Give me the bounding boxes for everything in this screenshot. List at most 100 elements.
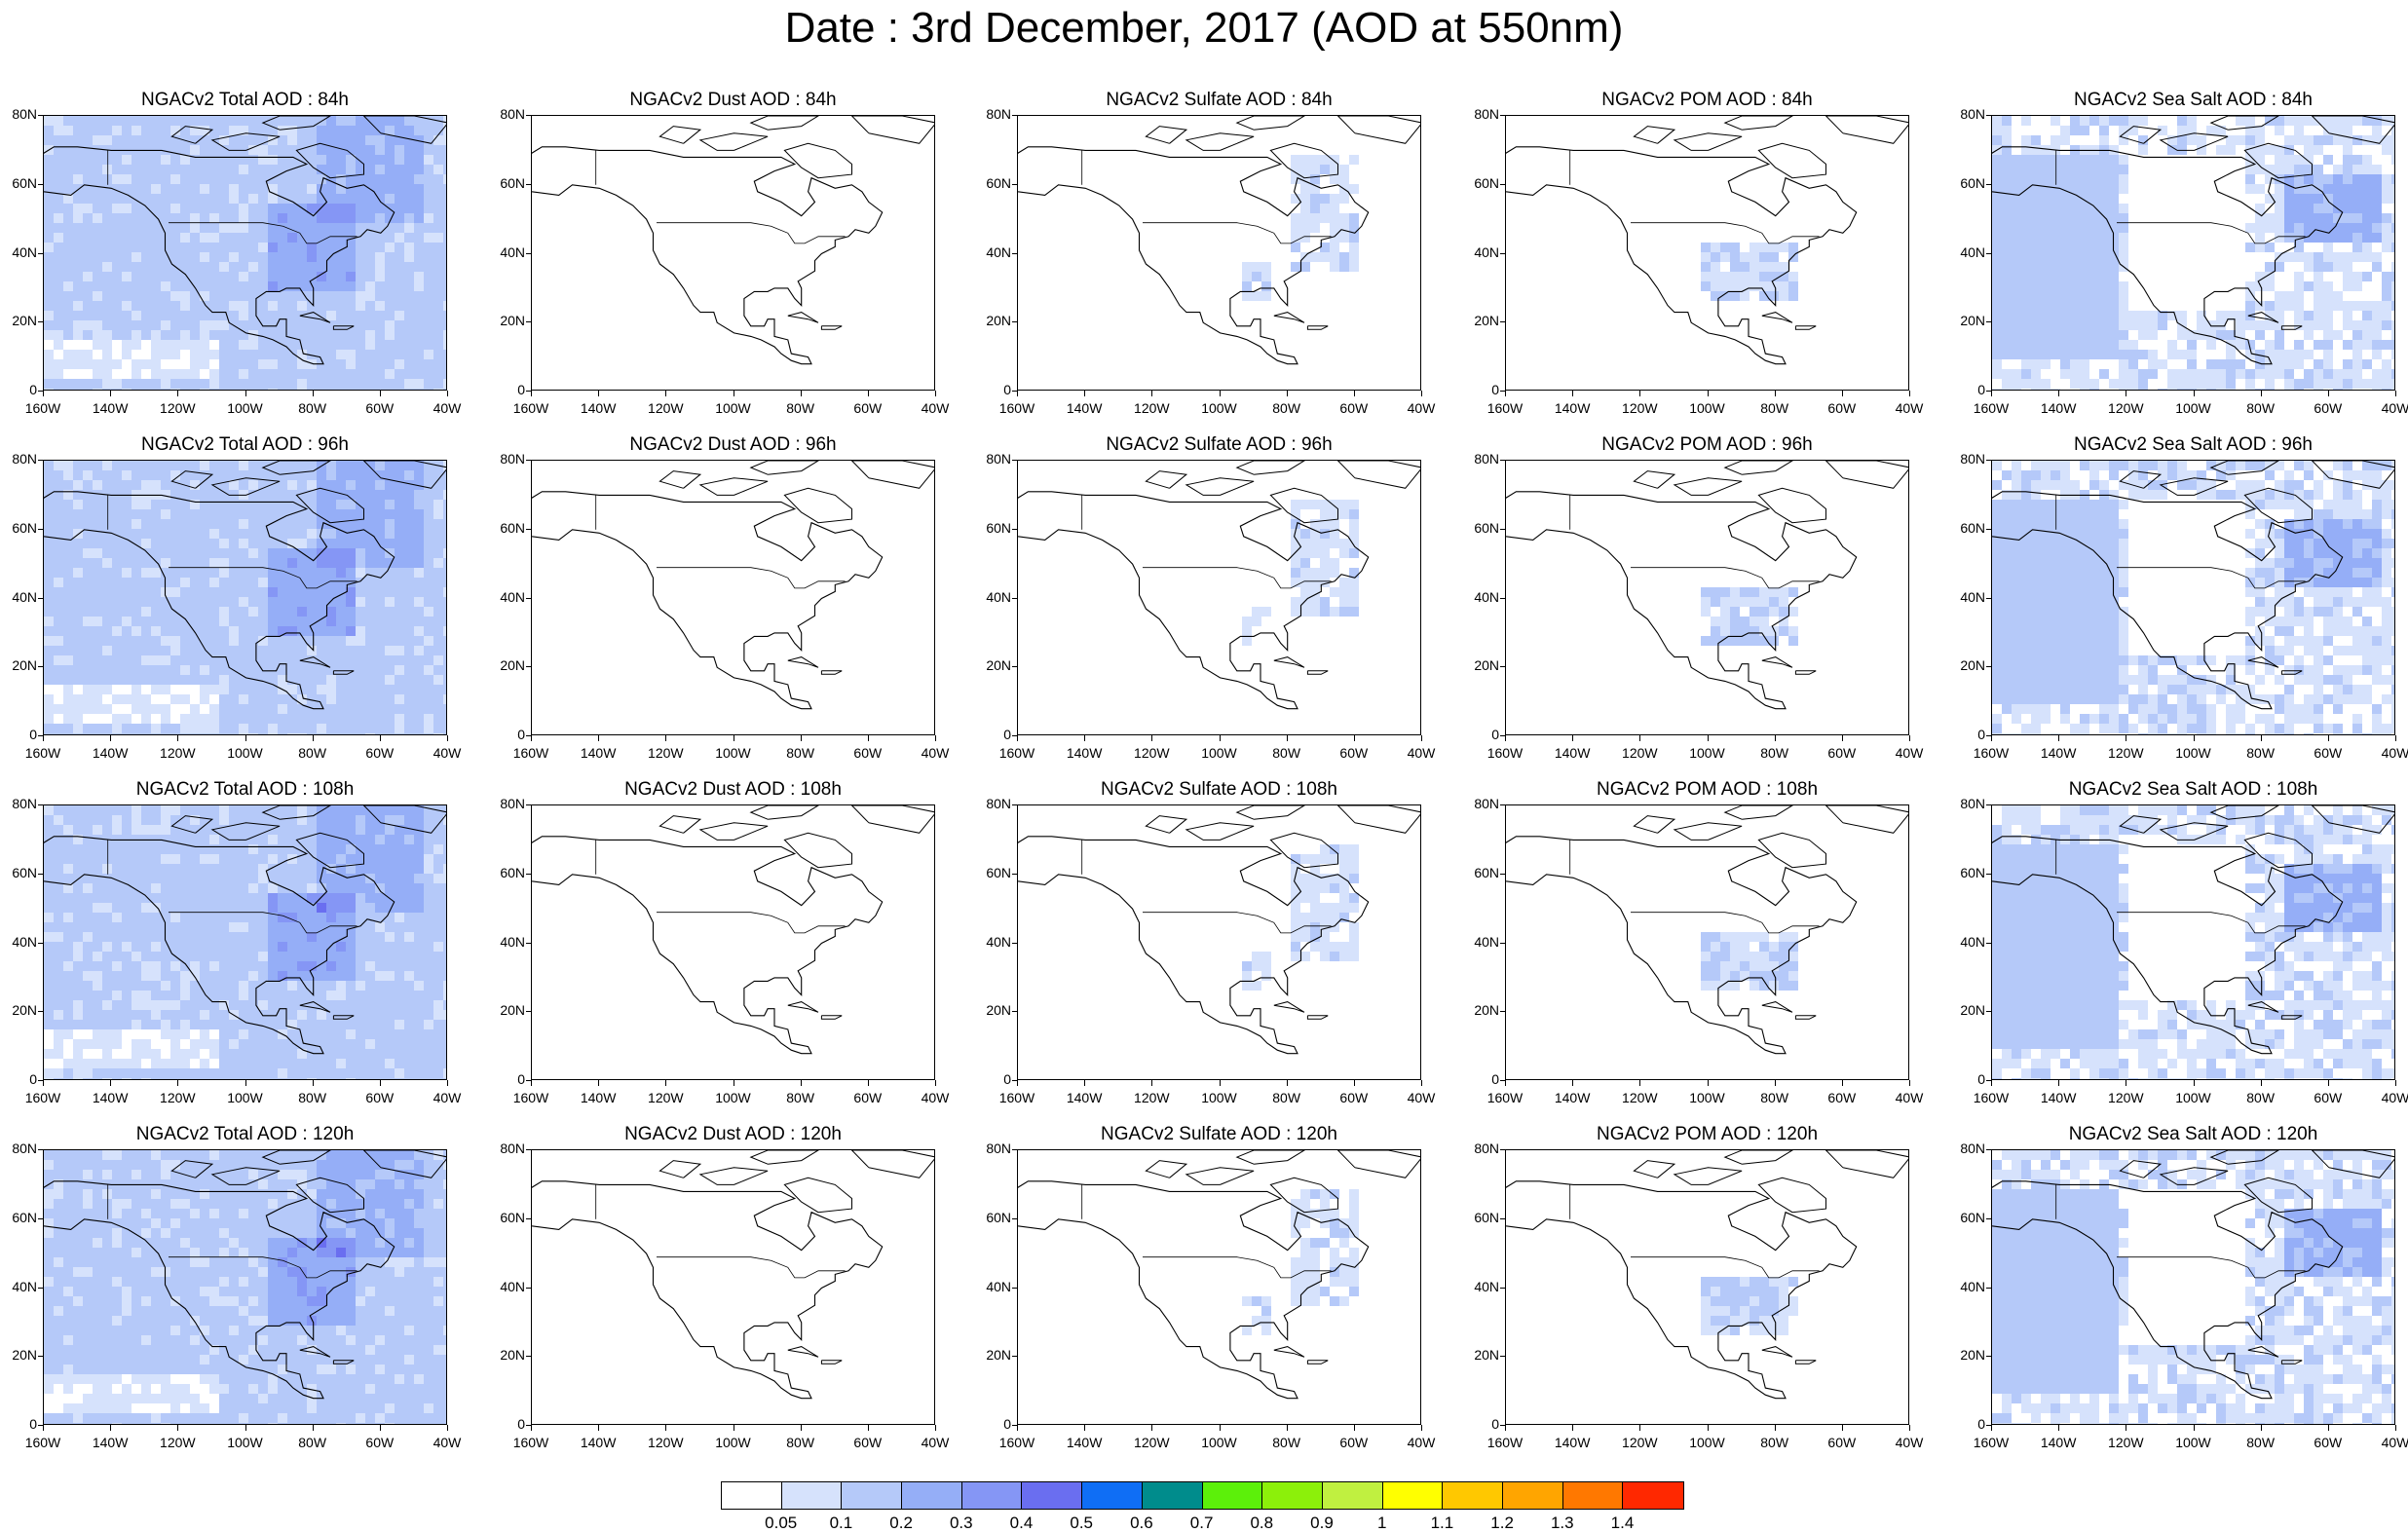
lon-tick-label: 60W [2304, 400, 2352, 416]
island-outline [1338, 116, 1422, 143]
lon-tick [1220, 1080, 1221, 1086]
lon-tick [1842, 1425, 1843, 1431]
lat-tick [1012, 874, 1017, 875]
lon-tick [2194, 391, 2195, 396]
lon-tick-label: 40W [2371, 400, 2408, 416]
map-frame [531, 460, 935, 735]
lat-tick-label: 80N [972, 1140, 1011, 1156]
lat-tick-label: 20N [1946, 1347, 1985, 1363]
lat-tick-label: 0 [0, 382, 37, 397]
lon-tick-label: 80W [1262, 1435, 1311, 1450]
lon-tick-label: 120W [641, 745, 690, 761]
lon-tick-label: 60W [844, 1435, 892, 1450]
lat-tick-label: 0 [972, 727, 1011, 742]
lon-tick [1505, 735, 1506, 741]
lat-tick [1012, 598, 1017, 599]
lon-tick-label: 80W [2237, 1090, 2285, 1105]
lat-tick [38, 1288, 43, 1289]
lat-tick-label: 60N [1946, 865, 1985, 880]
lon-tick [245, 735, 246, 741]
lon-tick [1572, 391, 1573, 396]
lon-tick [177, 1080, 178, 1086]
map-frame [1505, 804, 1909, 1080]
lat-tick-label: 40N [1460, 244, 1499, 260]
island-outline [1758, 1178, 1825, 1212]
lat-tick [38, 115, 43, 116]
lat-tick [1986, 874, 1991, 875]
island-outline [1146, 816, 1186, 834]
lon-tick [1151, 1425, 1152, 1431]
lat-tick [1986, 253, 1991, 254]
lat-tick-label: 40N [486, 934, 525, 950]
lat-tick-label: 20N [1460, 657, 1499, 673]
island-outline [852, 116, 936, 143]
lat-tick [1012, 666, 1017, 667]
lon-tick-label: 60W [844, 745, 892, 761]
lat-tick-label: 80N [1946, 451, 1985, 467]
map-canvas [1992, 461, 2395, 735]
colorbar-swatch [1143, 1482, 1203, 1509]
lat-tick-label: 40N [1946, 934, 1985, 950]
lon-tick-label: 120W [1615, 400, 1664, 416]
island-outline [821, 1016, 842, 1020]
lon-tick [313, 735, 314, 741]
map-canvas [1506, 461, 1909, 735]
aod-field [1242, 844, 1359, 991]
lon-tick-label: 120W [641, 1090, 690, 1105]
lat-tick [526, 1149, 531, 1150]
colorbar-label: 1.4 [1599, 1514, 1647, 1533]
lon-tick [177, 1425, 178, 1431]
lon-tick-label: 40W [1397, 745, 1446, 761]
lon-tick-label: 80W [1262, 1090, 1311, 1105]
lat-tick [1500, 804, 1505, 805]
lon-tick-label: 40W [1397, 1435, 1446, 1450]
island-outline [1795, 671, 1816, 675]
island-outline [1274, 657, 1304, 668]
lat-tick [1012, 529, 1017, 530]
island-outline [1762, 657, 1792, 668]
lon-tick [531, 1080, 532, 1086]
lon-tick-label: 100W [2169, 1090, 2218, 1105]
lon-tick-label: 80W [776, 745, 825, 761]
map-frame [1505, 460, 1909, 735]
lon-tick [110, 1425, 111, 1431]
lon-tick [2058, 1425, 2059, 1431]
lat-tick-label: 80N [0, 796, 37, 811]
lon-tick [1084, 391, 1085, 396]
lon-tick [868, 391, 869, 396]
lat-tick [1986, 598, 1991, 599]
lat-tick-label: 60N [1460, 520, 1499, 536]
map-frame [1505, 1149, 1909, 1425]
lon-tick [1084, 1425, 1085, 1431]
lat-tick-label: 80N [486, 451, 525, 467]
lon-tick-label: 100W [1195, 1435, 1244, 1450]
lon-tick [2058, 735, 2059, 741]
lon-tick-label: 100W [1683, 1435, 1732, 1450]
lon-tick-label: 100W [1683, 400, 1732, 416]
lon-tick [935, 735, 936, 741]
colorbar-swatch [902, 1482, 962, 1509]
lon-tick-label: 100W [1195, 1090, 1244, 1105]
lon-tick-label: 60W [1330, 1090, 1378, 1105]
lat-tick [526, 666, 531, 667]
lon-tick-label: 120W [1615, 1435, 1664, 1450]
island-outline [1338, 1150, 1422, 1178]
island-outline [751, 805, 818, 819]
island-outline [1186, 478, 1254, 496]
lat-tick-label: 20N [486, 1347, 525, 1363]
map-canvas [1018, 805, 1421, 1080]
lon-tick-label: 100W [1683, 1090, 1732, 1105]
lat-tick-label: 80N [972, 796, 1011, 811]
island-outline [1186, 1168, 1254, 1185]
lon-tick [447, 1425, 448, 1431]
lat-tick-label: 40N [486, 589, 525, 605]
lat-tick-label: 0 [972, 1071, 1011, 1087]
lat-tick [1500, 1218, 1505, 1219]
lon-tick-label: 140W [1548, 745, 1597, 761]
lon-tick-label: 40W [1397, 1090, 1446, 1105]
island-outline [1146, 127, 1186, 144]
lat-tick-label: 0 [972, 1416, 1011, 1432]
coastline [532, 837, 883, 1054]
lon-tick-label: 120W [1615, 745, 1664, 761]
lon-tick-label: 40W [911, 745, 959, 761]
